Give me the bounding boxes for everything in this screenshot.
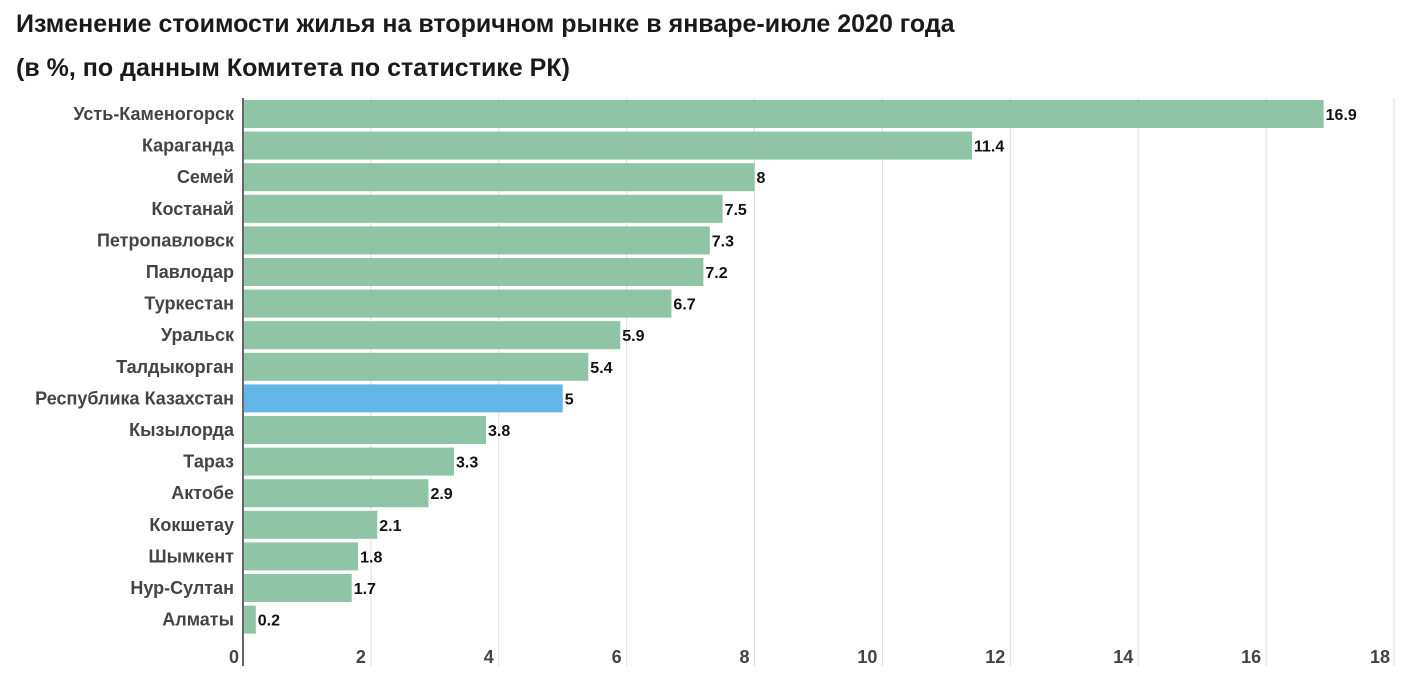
x-tick-label: 8 <box>740 647 750 667</box>
category-label: Тараз <box>183 452 234 472</box>
bar <box>244 605 256 634</box>
bar <box>244 416 486 444</box>
bar-value-label: 16.9 <box>1326 107 1357 124</box>
x-tick-label: 12 <box>985 647 1005 667</box>
bar <box>244 163 755 192</box>
bar-value-label: 5.9 <box>622 328 644 345</box>
bar-value-label: 11.4 <box>974 139 1004 156</box>
bar-value-label: 7.5 <box>725 202 747 219</box>
x-tick-label: 4 <box>484 647 494 667</box>
category-label: Уральск <box>161 325 235 345</box>
category-label: Шымкент <box>149 546 235 566</box>
x-tick-label: 6 <box>612 647 622 667</box>
x-tick-label: 18 <box>1370 647 1390 667</box>
bar-value-label: 2.9 <box>430 486 452 503</box>
bar <box>244 258 704 286</box>
chart-title: Изменение стоимости жилья на вторичном р… <box>16 10 955 38</box>
category-label: Павлодар <box>146 262 234 282</box>
bar <box>244 194 723 223</box>
bar-value-label: 6.7 <box>673 297 695 314</box>
bar <box>244 321 621 350</box>
bar <box>244 574 352 602</box>
bar-value-label: 1.8 <box>360 549 382 566</box>
bar-value-label: 3.8 <box>488 423 510 440</box>
bar <box>244 352 589 381</box>
bar <box>244 447 455 476</box>
category-label: Туркестан <box>144 294 234 314</box>
x-tick-label: 14 <box>1113 647 1133 667</box>
bar-value-label: 7.2 <box>705 265 727 282</box>
category-label: Усть-Каменогорск <box>73 104 235 124</box>
bar <box>244 479 429 508</box>
bar <box>244 226 710 255</box>
bar-value-label: 1.7 <box>354 581 376 598</box>
category-label: Нур-Султан <box>130 578 234 598</box>
x-tick-label: 10 <box>857 647 877 667</box>
bar <box>244 510 378 539</box>
bar-value-label: 5.4 <box>590 360 612 377</box>
category-label: Кокшетау <box>149 515 234 535</box>
bar-value-label: 5 <box>565 391 574 408</box>
bar-value-label: 8 <box>757 170 766 187</box>
category-label: Семей <box>177 167 234 187</box>
bar <box>244 289 672 318</box>
category-label: Петропавловск <box>97 230 235 250</box>
category-label: Костанай <box>151 199 234 219</box>
bar <box>244 100 1324 128</box>
bar-highlight <box>244 384 563 413</box>
x-tick-label: 16 <box>1241 647 1261 667</box>
category-label: Алматы <box>162 610 234 630</box>
category-label: Караганда <box>142 136 235 156</box>
chart-subtitle: (в %, по данным Комитета по статистике Р… <box>16 54 570 82</box>
bar <box>244 542 359 571</box>
bar-value-label: 0.2 <box>258 613 280 630</box>
category-label: Актобе <box>171 483 234 503</box>
category-label: Талдыкорган <box>116 357 234 377</box>
x-tick-label: 2 <box>356 647 366 667</box>
x-tick-label: 0 <box>229 647 239 667</box>
category-label: Кызылорда <box>129 420 235 440</box>
bar <box>244 131 972 160</box>
bar-value-label: 2.1 <box>379 518 401 535</box>
bar-value-label: 3.3 <box>456 455 478 472</box>
category-label: Республика Казахстан <box>35 388 234 408</box>
bar-value-label: 7.3 <box>712 233 734 250</box>
